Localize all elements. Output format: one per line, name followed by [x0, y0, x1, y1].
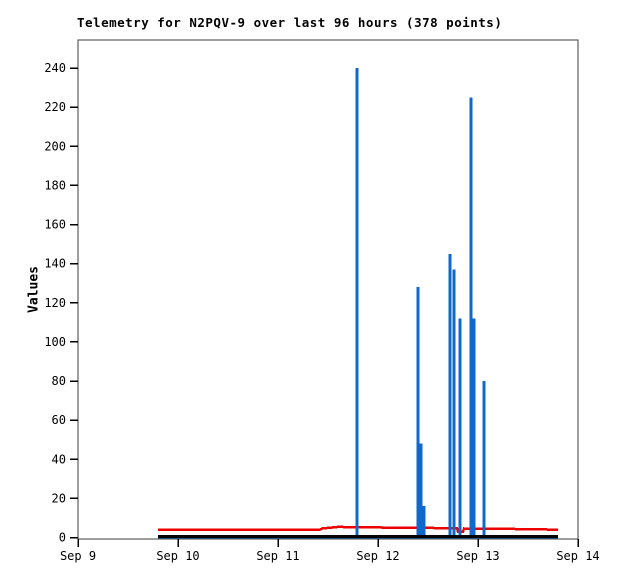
y-tick-label: 100 [44, 335, 66, 349]
x-tick-label: Sep 10 [156, 549, 199, 563]
series-blue-value-spikes [158, 68, 558, 539]
y-tick-label: 40 [52, 452, 66, 466]
x-tick-label: Sep 11 [256, 549, 299, 563]
y-tick-label: 220 [44, 100, 66, 114]
y-tick-label: 60 [52, 413, 66, 427]
y-tick-label: 20 [52, 491, 66, 505]
y-tick-label: 120 [44, 296, 66, 310]
y-tick-label: 0 [59, 531, 66, 545]
x-tick-label: Sep 9 [60, 549, 96, 563]
y-tick-label: 140 [44, 257, 66, 271]
y-tick-label: 180 [44, 178, 66, 192]
x-tick-label: Sep 13 [456, 549, 499, 563]
y-tick-label: 240 [44, 61, 66, 75]
x-tick-label: Sep 14 [556, 549, 599, 563]
y-tick-label: 200 [44, 139, 66, 153]
x-tick-label: Sep 12 [356, 549, 399, 563]
y-tick-label: 80 [52, 374, 66, 388]
plot-frame [77, 39, 579, 540]
y-tick-label: 160 [44, 218, 66, 232]
chart-title: Telemetry for N2PQV-9 over last 96 hours… [77, 15, 503, 30]
